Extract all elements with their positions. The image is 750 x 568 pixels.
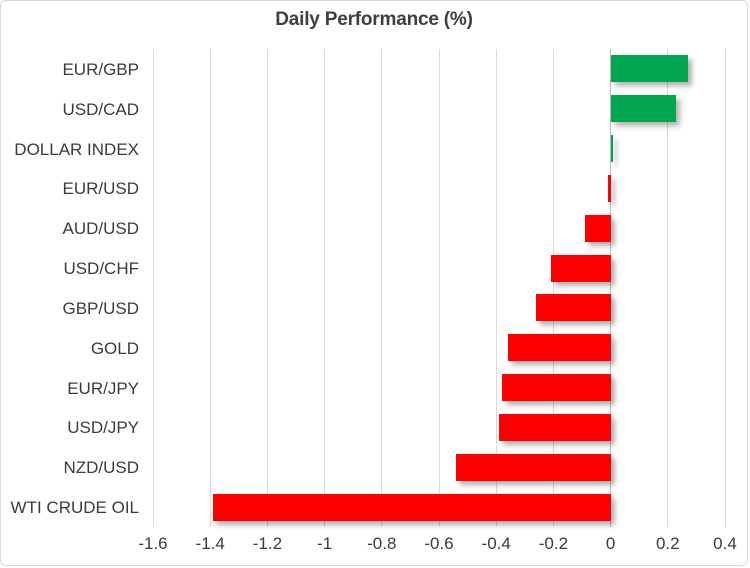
data-bar (507, 334, 611, 362)
category-label: GBP/USD (62, 298, 139, 318)
zero-axis-line (610, 49, 612, 527)
x-tick-label: -1.6 (138, 534, 168, 553)
x-tick-label: -1 (317, 534, 333, 553)
gridline (667, 49, 669, 527)
data-bar (607, 174, 611, 202)
x-tick-label: -0.2 (538, 534, 569, 553)
x-tick-label: -0.6 (424, 534, 454, 553)
data-bar (213, 493, 611, 521)
gridline (552, 49, 554, 527)
category-label: DOLLAR INDEX (14, 139, 139, 159)
x-tick-label: -0.8 (367, 534, 397, 553)
x-tick-label: 0 (605, 534, 616, 553)
data-bar (584, 214, 611, 242)
data-bar (610, 55, 688, 83)
category-label: USD/CHF (63, 259, 139, 279)
category-label: AUD/USD (62, 219, 139, 239)
category-label: EUR/JPY (67, 378, 139, 398)
data-bar (456, 453, 611, 481)
x-tick-label: 0.4 (713, 534, 737, 553)
gridline (324, 49, 326, 527)
gridline (724, 49, 726, 527)
gridline (381, 49, 383, 527)
data-bar (536, 294, 611, 322)
x-tick-label: 0.2 (655, 534, 680, 553)
data-bar (550, 254, 611, 282)
category-label: USD/CAD (62, 99, 139, 119)
data-bar (610, 95, 677, 123)
gridline (152, 49, 154, 527)
x-tick-label: -1.4 (195, 534, 225, 553)
gridline (495, 49, 497, 527)
x-tick-label: -1.2 (252, 534, 283, 553)
data-bar (501, 374, 611, 402)
chart-title: Daily Performance (%) (275, 9, 473, 30)
gridline (438, 49, 440, 527)
category-label: EUR/GBP (62, 59, 139, 79)
category-label: WTI CRUDE OIL (10, 498, 139, 518)
category-label: EUR/USD (62, 179, 139, 199)
category-label: GOLD (90, 338, 139, 358)
category-label: NZD/USD (63, 458, 139, 478)
gridline (266, 49, 268, 527)
category-label: USD/JPY (67, 418, 139, 438)
x-tick-label: -0.4 (481, 534, 511, 553)
gridline (209, 49, 211, 527)
data-bar (499, 413, 611, 441)
data-bar (610, 135, 614, 163)
